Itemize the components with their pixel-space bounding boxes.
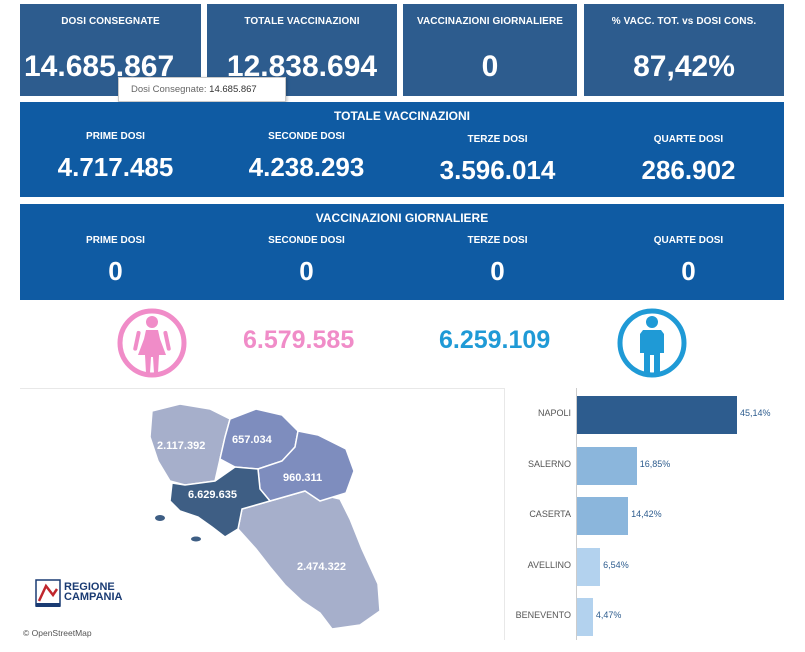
bar-label: NAPOLI: [537, 408, 571, 418]
tooltip-value: 14.685.867: [209, 84, 257, 95]
bar-value-label: 4,47%: [595, 610, 622, 620]
male-icon: [617, 308, 687, 378]
col-label: TERZE DOSI: [467, 134, 528, 145]
bar-row-benevento[interactable]: BENEVENTO 4,47%: [505, 596, 785, 636]
col-value: 3.596.014: [439, 155, 556, 185]
col-value: 0: [490, 256, 505, 286]
campania-map[interactable]: 2.117.392 657.034 960.311 6.629.635 2.47…: [20, 389, 505, 640]
col-value: 286.902: [641, 155, 736, 185]
bar[interactable]: [577, 497, 629, 535]
map-label-caserta: 2.117.392: [157, 440, 205, 452]
bar[interactable]: [577, 547, 601, 586]
col-label: QUARTE DOSI: [653, 134, 724, 145]
col-label: SECONDE DOSI: [268, 131, 345, 142]
col-label: PRIME DOSI: [86, 131, 145, 142]
logo-line2: CAMPANIA: [64, 591, 123, 603]
bar[interactable]: [577, 446, 637, 485]
kpi-totale-vaccinazioni[interactable]: TOTALE VACCINAZIONI 12.838.694: [207, 4, 397, 96]
bar-label: SALERNO: [527, 458, 571, 469]
map-attribution[interactable]: © OpenStreetMap: [23, 628, 92, 638]
bar-row-avellino[interactable]: AVELLINO 6,54%: [505, 546, 785, 586]
kpi-label: % VACC. TOT. vs DOSI CONS.: [611, 16, 757, 27]
map-label-avellino: 960.311: [283, 472, 322, 484]
bar-label: CASERTA: [529, 509, 571, 519]
logo-line1: REGIONE: [64, 581, 115, 593]
giornaliere-terze-dosi[interactable]: TERZE DOSI 0: [402, 235, 593, 287]
col-value: 0: [108, 256, 123, 286]
female-icon: [117, 308, 187, 378]
kpi-dosi-consegnate[interactable]: DOSI CONSEGNATE 14.685.867: [20, 4, 201, 96]
panel-title: VACCINAZIONI GIORNALIERE: [315, 211, 489, 225]
bar-value-label: 6,54%: [603, 559, 629, 570]
col-value: 4.717.485: [57, 152, 174, 182]
totale-terze-dosi[interactable]: TERZE DOSI 3.596.014: [402, 134, 593, 186]
map-province-napoli: [169, 466, 272, 538]
giornaliere-seconde-dosi[interactable]: SECONDE DOSI 0: [211, 235, 402, 287]
map-island: [155, 515, 165, 521]
bar-value-label: 45,14%: [740, 408, 771, 418]
male-count: 6.259.109: [439, 326, 551, 354]
bar[interactable]: [577, 598, 593, 636]
bar-label: AVELLINO: [527, 559, 571, 570]
bar-axis: [576, 388, 577, 640]
province-bar-chart: NAPOLI 45,14% SALERNO 16,85% CASERTA 14,42% AV…: [505, 388, 785, 640]
giornaliere-prime-dosi[interactable]: PRIME DOSI 0: [20, 235, 211, 287]
col-label: TERZE DOSI: [467, 235, 528, 246]
kpi-label: DOSI CONSEGNATE: [61, 16, 160, 27]
bar-value-label: 16,85%: [639, 458, 671, 469]
totale-seconde-dosi[interactable]: SECONDE DOSI 4.238.293: [211, 131, 402, 183]
map-label-napoli: 6.629.635: [188, 489, 237, 501]
panel-vaccinazioni-giornaliere: VACCINAZIONI GIORNALIERE PRIME DOSI 0 SE…: [20, 204, 784, 300]
panel-title: TOTALE VACCINAZIONI: [334, 109, 470, 123]
kpi-value: 87,42%: [633, 50, 735, 83]
tooltip: Dosi Consegnate: 14.685.867: [118, 77, 286, 102]
tooltip-label: Dosi Consegnate:: [131, 84, 207, 95]
map-label-benevento: 657.034: [232, 434, 273, 446]
totale-prime-dosi[interactable]: PRIME DOSI 4.717.485: [20, 131, 211, 183]
bar-row-napoli[interactable]: NAPOLI 45,14%: [505, 394, 785, 434]
col-value: 4.238.293: [248, 152, 365, 182]
map-province-salerno: [237, 490, 381, 630]
col-value: 0: [681, 256, 696, 286]
bar-value-label: 14,42%: [631, 509, 662, 519]
map-province-caserta: [149, 403, 231, 486]
giornaliere-quarte-dosi[interactable]: QUARTE DOSI 0: [593, 235, 784, 287]
bar-row-caserta[interactable]: CASERTA 14,42%: [505, 495, 785, 535]
col-label: SECONDE DOSI: [268, 235, 345, 246]
col-label: QUARTE DOSI: [653, 235, 724, 246]
panel-totale-vaccinazioni: TOTALE VACCINAZIONI PRIME DOSI 4.717.485…: [20, 102, 784, 197]
map-label-salerno: 2.474.322: [297, 561, 346, 573]
totale-quarte-dosi[interactable]: QUARTE DOSI 286.902: [593, 134, 784, 186]
kpi-vaccinazioni-giornaliere[interactable]: VACCINAZIONI GIORNALIERE 0: [403, 4, 577, 96]
kpi-label: VACCINAZIONI GIORNALIERE: [416, 16, 564, 27]
kpi-label: TOTALE VACCINAZIONI: [244, 16, 360, 27]
col-value: 0: [299, 256, 314, 286]
bar[interactable]: [577, 396, 737, 434]
regione-campania-logo: REGIONE CAMPANIA: [35, 579, 123, 607]
kpi-percent-vacc[interactable]: % VACC. TOT. vs DOSI CONS. 87,42%: [584, 4, 784, 96]
bar-row-salerno[interactable]: SALERNO 16,85%: [505, 445, 785, 485]
female-count: 6.579.585: [243, 326, 355, 354]
kpi-value: 0: [481, 50, 499, 83]
bar-label: BENEVENTO: [515, 610, 571, 620]
map-island: [191, 536, 201, 542]
col-label: PRIME DOSI: [86, 235, 145, 246]
province-map[interactable]: 2.117.392 657.034 960.311 6.629.635 2.47…: [20, 388, 505, 640]
